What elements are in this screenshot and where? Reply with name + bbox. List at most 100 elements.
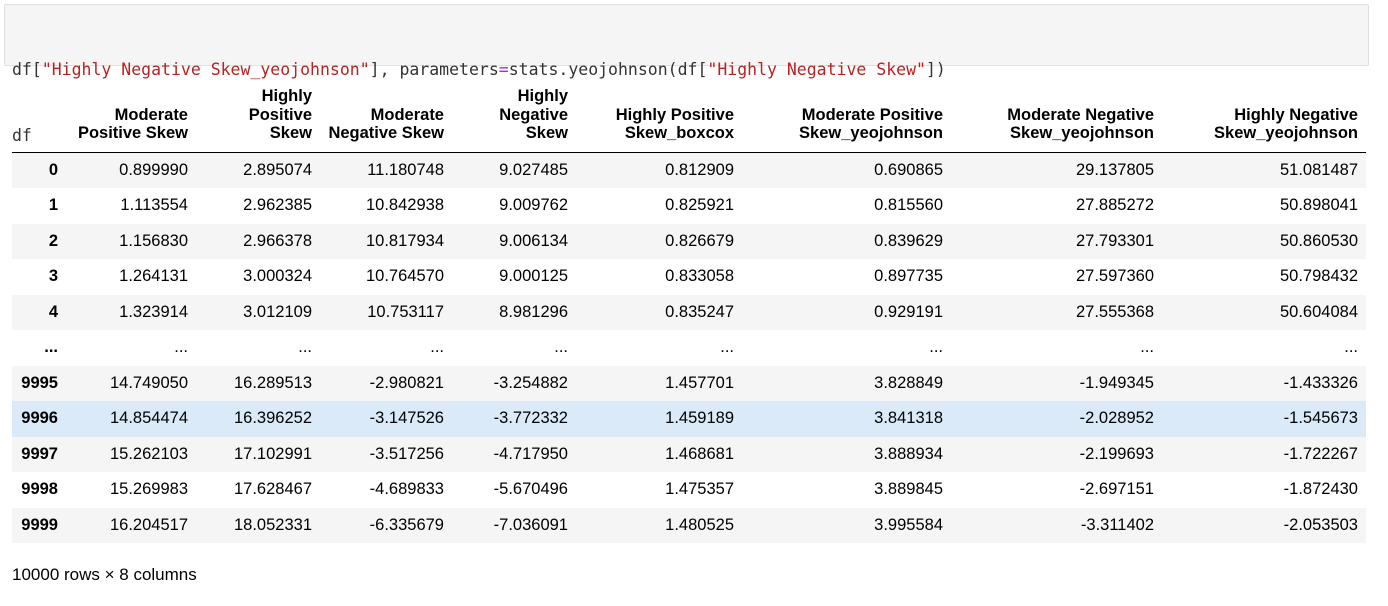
code-token: "Highly Negative Skew" bbox=[707, 60, 926, 79]
table-cell: ... bbox=[720, 338, 734, 356]
table-cell: -4.717950 bbox=[493, 444, 568, 463]
row-index: 9999 bbox=[21, 515, 58, 534]
table-cell: 0.812909 bbox=[665, 160, 734, 179]
table-cell: -1.722267 bbox=[1283, 444, 1358, 463]
row-index: 9996 bbox=[21, 409, 58, 427]
table-cell: ... bbox=[1344, 338, 1358, 356]
row-index: 2 bbox=[48, 231, 58, 250]
table-cell: -5.670496 bbox=[493, 480, 568, 498]
table-cell: -7.036091 bbox=[493, 515, 568, 534]
column-header-line: Positive Skew bbox=[77, 124, 188, 142]
table-row: 9996 14.854474 16.396252 -3.147526 -3.772332… bbox=[12, 401, 1366, 437]
column-header-line: Moderate bbox=[370, 105, 444, 124]
table-cell: 16.396252 bbox=[234, 409, 312, 427]
table-row: 0 0.899990 2.895074 11.180748 9.027485 0.8129… bbox=[12, 152, 1366, 188]
table-cell: 27.555368 bbox=[1076, 302, 1154, 321]
table-cell: -1.433326 bbox=[1283, 373, 1358, 392]
table-cell: 50.860530 bbox=[1280, 231, 1358, 250]
code-line-1: df["Highly Negative Skew_yeojohnson"], p… bbox=[12, 59, 1368, 81]
table-cell: -3.254882 bbox=[493, 373, 568, 392]
table-cell: 9.006134 bbox=[499, 231, 568, 250]
row-index: 3 bbox=[48, 267, 58, 285]
column-header-line: Negative bbox=[499, 105, 568, 124]
column-header-line: Negative Skew bbox=[328, 124, 444, 142]
table-cell: 16.204517 bbox=[110, 515, 188, 534]
table-cell: 11.180748 bbox=[367, 160, 444, 179]
column-header-line: Skew_boxcox bbox=[624, 124, 734, 142]
column-header-line: Moderate Positive bbox=[801, 105, 943, 124]
table-cell: 27.793301 bbox=[1076, 231, 1154, 250]
table-cell: -3.772332 bbox=[493, 409, 568, 427]
table-body: 0 0.899990 2.895074 11.180748 9.027485 0.8129… bbox=[12, 152, 1366, 543]
table-cell: -1.545673 bbox=[1283, 409, 1358, 427]
column-header-line: Highly Negative bbox=[1234, 105, 1358, 124]
table-cell: 0.839629 bbox=[874, 231, 943, 250]
column-header-line: Moderate Negative bbox=[1007, 105, 1154, 124]
table-cell: 3.995584 bbox=[874, 515, 943, 534]
table-cell: 1.475357 bbox=[665, 480, 734, 498]
table-cell: -4.689833 bbox=[369, 480, 444, 498]
table-cell: 3.012109 bbox=[243, 302, 312, 321]
column-header: Moderate Positive Skew bbox=[66, 80, 196, 153]
table-cell: 0.815560 bbox=[874, 196, 943, 214]
table-cell: 14.749050 bbox=[110, 373, 188, 392]
column-header: Highly Positive Skew bbox=[196, 80, 320, 153]
column-header-line: Moderate bbox=[114, 105, 188, 124]
column-header: Moderate Negative Skew_yeojohnson bbox=[951, 80, 1162, 153]
table-cell: 3.888934 bbox=[874, 444, 943, 463]
table-cell: 50.798432 bbox=[1280, 267, 1358, 285]
column-header-line: Highly Positive bbox=[615, 105, 734, 124]
column-header-line: Skew bbox=[525, 124, 568, 142]
column-header-line: Positive bbox=[248, 105, 312, 124]
table-cell: 50.604084 bbox=[1280, 302, 1358, 321]
table-row: 9995 14.749050 16.289513 -2.980821 -3.254882… bbox=[12, 365, 1366, 401]
table-cell: 10.753117 bbox=[367, 302, 444, 321]
column-header-line: Skew bbox=[269, 124, 312, 142]
table-cell: 10.764570 bbox=[366, 267, 444, 285]
table-cell: -2.053503 bbox=[1283, 515, 1358, 534]
table-cell: -1.872430 bbox=[1283, 480, 1358, 498]
column-header-line: Skew_yeojohnson bbox=[1010, 124, 1154, 142]
code-cell[interactable]: df["Highly Negative Skew_yeojohnson"], p… bbox=[4, 4, 1369, 145]
table-cell: 0.826679 bbox=[665, 231, 734, 250]
table-cell: 2.962385 bbox=[243, 196, 312, 214]
table-cell: -2.028952 bbox=[1079, 409, 1154, 427]
table-cell: 9.000125 bbox=[499, 267, 568, 285]
table-cell: 51.081487 bbox=[1280, 160, 1358, 179]
table-cell: 16.289513 bbox=[234, 373, 312, 392]
column-header-line: Highly bbox=[261, 87, 312, 105]
table-cell: 17.628467 bbox=[234, 480, 312, 498]
table-cell: 0.825921 bbox=[665, 196, 734, 214]
table-cell: 1.468681 bbox=[665, 444, 734, 463]
table-cell: ... bbox=[929, 338, 943, 356]
table-cell: 3.000324 bbox=[243, 267, 312, 285]
table-cell: 8.981296 bbox=[499, 302, 568, 321]
table-cell: 3.841318 bbox=[874, 409, 943, 427]
table-cell: 3.828849 bbox=[874, 373, 943, 392]
row-index: 1 bbox=[48, 196, 58, 214]
table-cell: 3.889845 bbox=[874, 480, 943, 498]
table-row: 9997 15.262103 17.102991 -3.517256 -4.717950… bbox=[12, 436, 1366, 472]
code-token: ], parameters bbox=[369, 60, 499, 79]
code-token: = bbox=[498, 60, 509, 79]
table-cell: 18.052331 bbox=[234, 515, 312, 534]
index-header bbox=[12, 80, 66, 153]
table-cell: 1.156830 bbox=[119, 231, 188, 250]
table-cell: 1.480525 bbox=[665, 515, 734, 534]
table-cell: 0.835247 bbox=[665, 302, 734, 321]
table-cell: 2.895074 bbox=[243, 160, 312, 179]
column-header: Highly Positive Skew_boxcox bbox=[576, 80, 742, 153]
table-cell: ... bbox=[1140, 338, 1154, 356]
column-header-line: Highly bbox=[517, 87, 568, 105]
row-index: 9997 bbox=[21, 444, 58, 463]
table-cell: -3.147526 bbox=[369, 409, 444, 427]
dataframe-shape-note: 10000 rows × 8 columns bbox=[12, 565, 197, 584]
table-cell: -3.311402 bbox=[1080, 515, 1154, 534]
column-header: Moderate Negative Skew bbox=[320, 80, 452, 153]
table-cell: -2.980821 bbox=[369, 373, 444, 392]
table-cell: 2.966378 bbox=[243, 231, 312, 250]
table-cell: 17.102991 bbox=[234, 444, 312, 463]
table-cell: 0.833058 bbox=[665, 267, 734, 285]
table-cell: -2.697151 bbox=[1079, 480, 1154, 498]
table-cell: 0.929191 bbox=[874, 302, 943, 321]
